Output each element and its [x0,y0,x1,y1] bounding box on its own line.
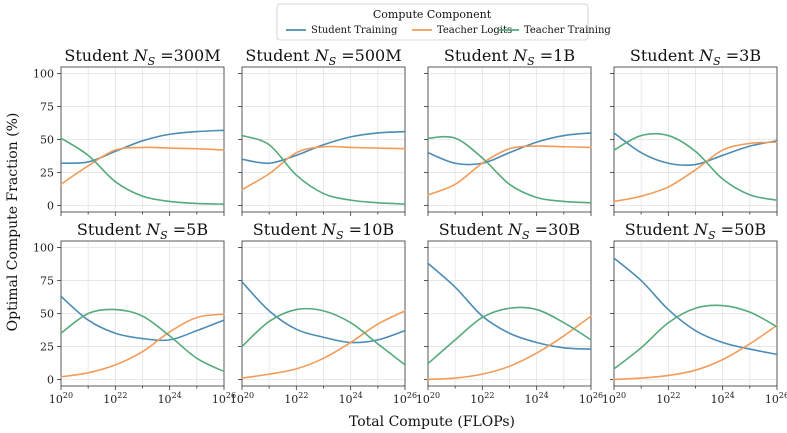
x-tick-label: 1020 [416,391,440,406]
series-line-teacher-logits [427,145,592,196]
y-tick-label: 0 [47,199,54,212]
y-tick-label: 50 [40,308,54,321]
panel-title: Student NS =10B [253,220,394,242]
series-line-teacher-training [241,307,406,366]
series-line-teacher-training [613,304,778,370]
x-tick-label: 1022 [470,391,494,406]
series-line-student-training [613,257,778,356]
x-tick-label: 1022 [284,391,308,406]
panel-2: Student NS =500M [238,46,406,216]
legend-label-teacher-training: Teacher Training [524,25,611,36]
panel-8: Student NS =50B 1020 1022 1024 1026 [602,220,787,406]
panel-title: Student NS =3B [630,46,761,68]
series-line-teacher-logits [613,141,778,203]
series-line-student-training [60,129,225,165]
x-tick-label: 1020 [602,391,626,406]
series-line-teacher-logits [60,146,225,186]
panel-6: Student NS =10B 1020 1022 1024 1026 [230,220,417,406]
series-line-teacher-training [60,137,225,205]
x-tick-label: 1026 [212,391,236,406]
panel-title: Student NS =50B [625,220,766,242]
legend-label-student-training: Student Training [311,25,398,36]
x-tick-label: 1024 [339,391,363,406]
series-line-student-training [241,130,406,165]
series-line-teacher-logits [613,324,778,381]
legend-label-teacher-logits: Teacher Logits [437,25,512,36]
panel-title: Student NS =30B [439,220,580,242]
y-tick-label: 75 [40,101,54,114]
series-line-teacher-training [241,134,406,205]
y-tick-label: 100 [33,68,54,81]
x-tick-label: 1020 [230,391,254,406]
panel-title: Student NS =5B [77,220,208,242]
panels-grid: Student NS =300M 0 25 50 75 100 Student NS =50… [33,46,787,406]
y-tick-label: 100 [33,242,54,255]
x-tick-label: 1026 [393,391,417,406]
x-tick-label: 1024 [525,391,549,406]
series-line-teacher-logits [60,313,225,378]
series-line-student-training [60,295,225,342]
panel-title: Student NS =1B [444,46,575,68]
x-tick-label: 1022 [656,391,680,406]
legend-box [276,3,589,41]
x-tick-label: 1020 [49,391,73,406]
series-line-teacher-logits [427,315,592,381]
panel-7: Student NS =30B 1020 1022 1024 1026 [416,220,603,406]
panel-title: Student NS =500M [245,46,401,68]
panel-5: Student NS =5B 0 25 50 75 100 1020 1022 1024 1026 [33,220,236,406]
y-tick-label: 25 [40,166,54,179]
panel-title: Student NS =300M [64,46,220,68]
series-line-student-training [427,132,592,166]
y-tick-label: 0 [47,373,54,386]
series-line-teacher-training [427,135,592,204]
panel-4: Student NS =3B [610,46,778,216]
y-axis-label: Optimal Compute Fraction (%) [5,113,21,332]
y-tick-label: 25 [40,340,54,353]
legend: Compute Component Student Training Teach… [276,3,611,41]
x-axis-label: Total Compute (FLOPs) [349,414,515,430]
series-line-teacher-logits [241,310,406,379]
panel-1: Student NS =300M 0 25 50 75 100 [33,46,225,216]
series-line-teacher-training [427,306,592,365]
x-tick-label: 1026 [579,391,603,406]
series-line-student-training [613,132,778,167]
series-line-teacher-training [60,308,225,373]
y-tick-label: 50 [40,134,54,147]
x-tick-label: 1024 [158,391,182,406]
series-line-teacher-logits [241,145,406,191]
panel-3: Student NS =1B [424,46,592,216]
y-tick-label: 75 [40,275,54,288]
x-tick-label: 1022 [103,391,127,406]
series-line-student-training [427,262,592,350]
series-line-student-training [241,281,406,344]
series-line-teacher-training [613,132,778,201]
x-tick-label: 1024 [711,391,735,406]
x-tick-label: 1026 [765,391,787,406]
legend-title: Compute Component [373,8,492,21]
